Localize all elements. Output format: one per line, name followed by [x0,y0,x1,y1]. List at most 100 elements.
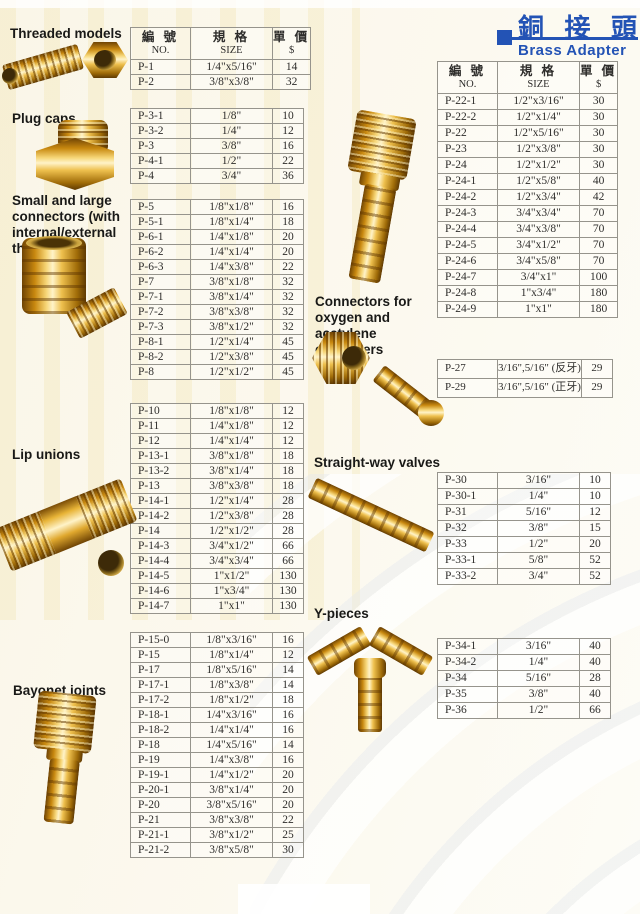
table-row: P-34-1 3/16" 40 [437,638,611,655]
cell-size: 3/8"x5/8" [190,842,273,858]
cell-part-no: P-17-1 [130,677,191,693]
cell-part-no: P-14-3 [130,538,191,554]
cell-price: 29 [580,378,613,398]
section-heading-lip-unions: Lip unions [12,447,81,462]
cell-part-no: P-17 [130,662,191,678]
table-row: P-24 1/2"x1/2" 30 [437,157,619,174]
table-row: P-7 3/8"x1/8" 32 [130,274,304,290]
cell-size: 1/2"x1/4" [497,109,580,126]
cell-part-no: P-8 [130,364,191,380]
section-heading-straight-way-valves: Straight-way valves [314,455,441,470]
cell-size: 1/4"x3/8" [190,752,273,768]
cell-price: 15 [579,520,611,537]
cell-price: 12 [272,403,304,419]
title-square-bullet [497,30,512,45]
column-header: 單 價 $ [271,27,312,60]
cell-size: 1/8"x1/4" [190,647,273,663]
page-title-chinese: 銅 接 頭 [518,14,640,43]
table-row: P-22-2 1/2"x1/4" 30 [437,109,619,126]
table-lip-unions: P-10 1/8"x1/8" 12 P-11 1/4"x1/8" 12 P-12 1/4"x1… [130,403,304,614]
cell-price: 66 [579,702,611,719]
table-row: P-23 1/2"x3/8" 30 [437,141,619,158]
cell-price: 180 [578,285,619,302]
cell-part-no: P-14-2 [130,508,191,524]
table-row: P-24-7 3/4"x1" 100 [437,269,619,286]
cell-size: 1/2"x1/2" [497,157,580,174]
cell-size: 3/16",5/16" (反牙) [497,359,582,379]
cell-price: 18 [272,463,304,479]
table-oxygen-connectors: P-27 3/16",5/16" (反牙) 29 P-29 3/16",5/16" (正… [437,359,613,398]
table-row: P-2 3/8"x3/8" 32 [130,74,312,90]
cell-size: 3/8" [497,520,580,537]
table-row: P-8-1 1/2"x1/4" 45 [130,334,304,350]
cell-part-no: P-6-2 [130,244,191,260]
cell-part-no: P-24-8 [437,285,498,302]
cell-size: 3/8" [190,138,273,154]
cell-size: 3/4"x3/4" [497,205,580,222]
cell-price: 180 [578,301,619,318]
cell-part-no: P-30-1 [437,488,498,505]
cell-price: 14 [272,737,304,753]
cell-size: 3/8"x3/8" [190,74,273,90]
cell-size: 3/8"x3/8" [190,304,273,320]
table-row: P-3 3/8" 16 [130,138,304,154]
table-row: P-32 3/8" 15 [437,520,611,537]
cell-part-no: P-13-2 [130,463,191,479]
table-row: P-34-2 1/4" 40 [437,654,611,671]
cell-price: 42 [578,189,619,206]
table-row: P-24-2 1/2"x3/4" 42 [437,189,619,206]
table-row: P-13 3/8"x3/8" 18 [130,478,304,494]
table-row: P-33-2 3/4" 52 [437,568,611,585]
cell-price: 36 [272,168,304,184]
cell-size: 5/8" [497,552,580,569]
table-row: P-24-1 1/2"x5/8" 40 [437,173,619,190]
table-row: P-7-1 3/8"x1/4" 32 [130,289,304,305]
cell-size: 3/4" [190,168,273,184]
cell-price: 10 [272,108,304,124]
cell-part-no: P-4 [130,168,191,184]
cell-part-no: P-33-2 [437,568,498,585]
table-row: P-14-6 1"x3/4" 130 [130,583,304,599]
table-row: P-21-2 3/8"x5/8" 30 [130,842,304,858]
table-row: P-18-1 1/4"x3/16" 16 [130,707,304,723]
cell-size: 3/8"x1/2" [190,319,273,335]
cell-part-no: P-36 [437,702,498,719]
cell-part-no: P-3-2 [130,123,191,139]
cell-part-no: P-24-3 [437,205,498,222]
cell-size: 3/8"x1/8" [190,448,273,464]
cell-part-no: P-34 [437,670,498,687]
cell-size: 1/4"x3/8" [190,259,273,275]
cell-price: 70 [578,237,619,254]
cell-part-no: P-18-2 [130,722,191,738]
cell-part-no: P-22-1 [437,93,498,110]
cell-size: 1/8"x1/2" [190,692,273,708]
cell-part-no: P-20-1 [130,782,191,798]
cell-part-no: P-34-1 [437,638,498,655]
cell-part-no: P-13-1 [130,448,191,464]
cell-price: 28 [272,523,304,539]
table-row: P-6-2 1/4"x1/4" 20 [130,244,304,260]
cell-size: 3/8"x3/8" [190,478,273,494]
cell-price: 20 [272,767,304,783]
cell-part-no: P-24-9 [437,301,498,318]
cell-part-no: P-7 [130,274,191,290]
cell-price: 16 [272,632,304,648]
cell-price: 45 [272,349,304,365]
table-row: P-5-1 1/8"x1/4" 18 [130,214,304,230]
cell-part-no: P-31 [437,504,498,521]
cell-part-no: P-12 [130,433,191,449]
table-row: P-20 3/8"x5/16" 20 [130,797,304,813]
cell-part-no: P-24-4 [437,221,498,238]
top-white-band [0,0,640,8]
cell-price: 52 [579,552,611,569]
cell-price: 16 [272,752,304,768]
table-row: P-7-3 3/8"x1/2" 32 [130,319,304,335]
table-row: P-3-2 1/4" 12 [130,123,304,139]
cell-size: 3/4" [497,568,580,585]
table-row: P-36 1/2" 66 [437,702,611,719]
cell-size: 1/8"x1/4" [190,214,273,230]
cell-size: 1/8"x1/8" [190,199,273,215]
cell-part-no: P-17-2 [130,692,191,708]
cell-size: 1"x3/4" [497,285,580,302]
